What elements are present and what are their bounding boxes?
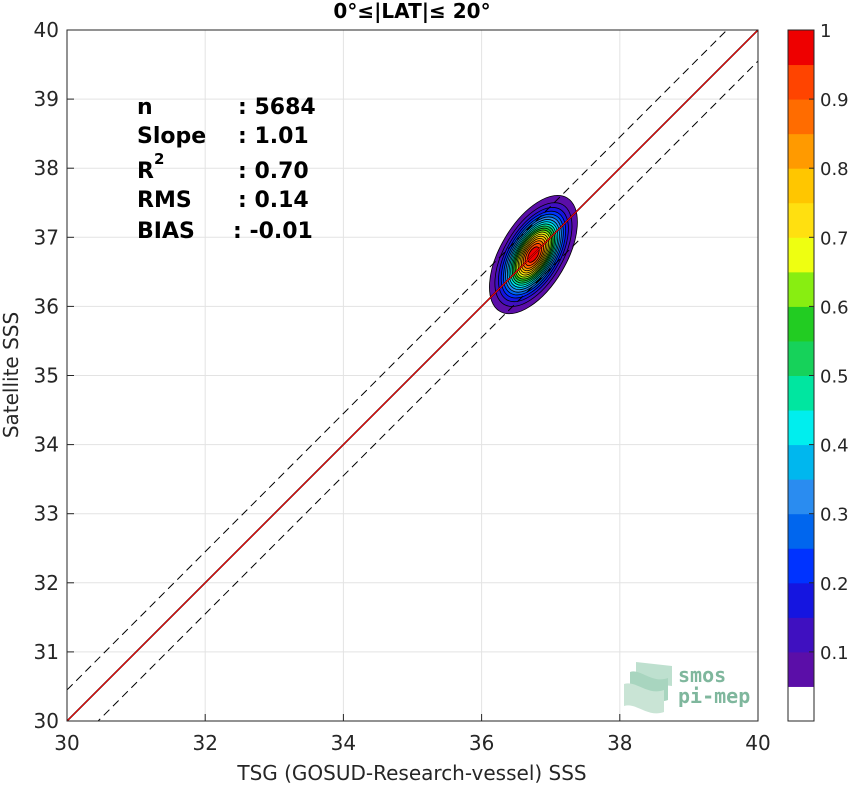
colorbar-band <box>788 271 814 307</box>
x-tick-label: 38 <box>607 731 632 755</box>
colorbar-band <box>788 340 814 376</box>
y-tick-label: 38 <box>34 156 59 180</box>
stat-r2-superscript: 2 <box>154 150 164 168</box>
grid <box>66 29 759 722</box>
colorbar-band <box>788 306 814 342</box>
lower-bound-line <box>97 60 758 721</box>
reference-lines <box>67 30 758 721</box>
upper-bound-line <box>67 30 728 691</box>
stat-n-value: : 5684 <box>238 95 316 120</box>
x-tick-label: 40 <box>745 731 770 755</box>
stat-rms-label: RMS <box>137 188 192 213</box>
colorbar-band <box>788 444 814 480</box>
x-axis-label: TSG (GOSUD-Research-vessel) SSS <box>236 761 586 785</box>
colorbar-band <box>788 375 814 411</box>
x-axis-ticks: 30 32 34 36 38 40 <box>54 714 771 755</box>
colorbar-band <box>788 202 814 238</box>
x-tick-label: 30 <box>54 731 79 755</box>
y-tick-label: 32 <box>34 571 59 595</box>
colorbar-band <box>788 64 814 100</box>
colorbar-band <box>788 99 814 135</box>
colorbar-band <box>788 651 814 687</box>
y-axis-ticks: 30 31 32 33 34 35 36 37 38 39 40 <box>34 18 74 733</box>
regression-line <box>67 30 758 721</box>
colorbar-band <box>788 617 814 653</box>
colorbar-band <box>788 133 814 169</box>
watermark-waves-icon <box>624 662 672 714</box>
y-tick-label: 40 <box>34 18 59 42</box>
x-tick-label: 34 <box>331 731 356 755</box>
stat-n-label: n <box>137 95 153 120</box>
colorbar-band <box>788 582 814 618</box>
y-axis-label: Satellite SSS <box>0 312 23 438</box>
watermark-line1: smos <box>678 663 726 687</box>
watermark-logo: smos pi-mep <box>624 662 750 714</box>
x-tick-label: 36 <box>469 731 494 755</box>
stat-slope-value: : 1.01 <box>238 124 309 149</box>
stats-block: n : 5684 Slope : 1.01 R 2 : 0.70 RMS : 0… <box>137 95 316 244</box>
stat-r2-label: R <box>137 159 154 184</box>
stat-slope-label: Slope <box>137 124 206 149</box>
y-tick-label: 30 <box>34 709 59 733</box>
y-tick-label: 36 <box>34 294 59 318</box>
colorbar-band <box>788 548 814 584</box>
y-tick-label: 37 <box>34 225 59 249</box>
y-tick-label: 34 <box>34 433 59 457</box>
colorbar-band <box>788 686 814 722</box>
x-tick-label: 32 <box>192 731 217 755</box>
chart-title: 0°≤|LAT|≤ 20° <box>333 0 490 23</box>
colorbar-tick-label: 0.2 <box>820 574 849 595</box>
stat-bias-value: : -0.01 <box>233 219 313 244</box>
stat-bias-label: BIAS <box>137 219 195 244</box>
colorbar-tick-label: 0.3 <box>820 505 849 526</box>
colorbar-tick-label: 0.4 <box>820 436 849 457</box>
colorbar-tick-label: 0.6 <box>820 297 849 318</box>
colorbar-band <box>788 513 814 549</box>
y-tick-label: 31 <box>34 640 59 664</box>
colorbar-tick-label: 1 <box>820 21 831 42</box>
colorbar-tick-label: 0.7 <box>820 228 849 249</box>
watermark-line2: pi-mep <box>678 684 750 708</box>
colorbar-ticks: 0.1 0.2 0.3 0.4 0.5 0.6 0.7 0.8 0.9 1 <box>809 21 849 664</box>
colorbar-tick-label: 0.9 <box>820 90 849 111</box>
colorbar-band <box>788 237 814 273</box>
colorbar <box>788 30 814 722</box>
colorbar-band <box>788 479 814 515</box>
colorbar-band <box>788 30 814 66</box>
colorbar-tick-label: 0.8 <box>820 159 849 180</box>
y-tick-label: 39 <box>34 87 59 111</box>
y-tick-label: 35 <box>34 364 59 388</box>
colorbar-tick-label: 0.5 <box>820 367 849 388</box>
stat-rms-value: : 0.14 <box>238 188 309 213</box>
y-tick-label: 33 <box>34 502 59 526</box>
colorbar-band <box>788 410 814 446</box>
stat-r2-value: : 0.70 <box>238 159 309 184</box>
colorbar-tick-label: 0.1 <box>820 643 849 664</box>
colorbar-band <box>788 168 814 204</box>
